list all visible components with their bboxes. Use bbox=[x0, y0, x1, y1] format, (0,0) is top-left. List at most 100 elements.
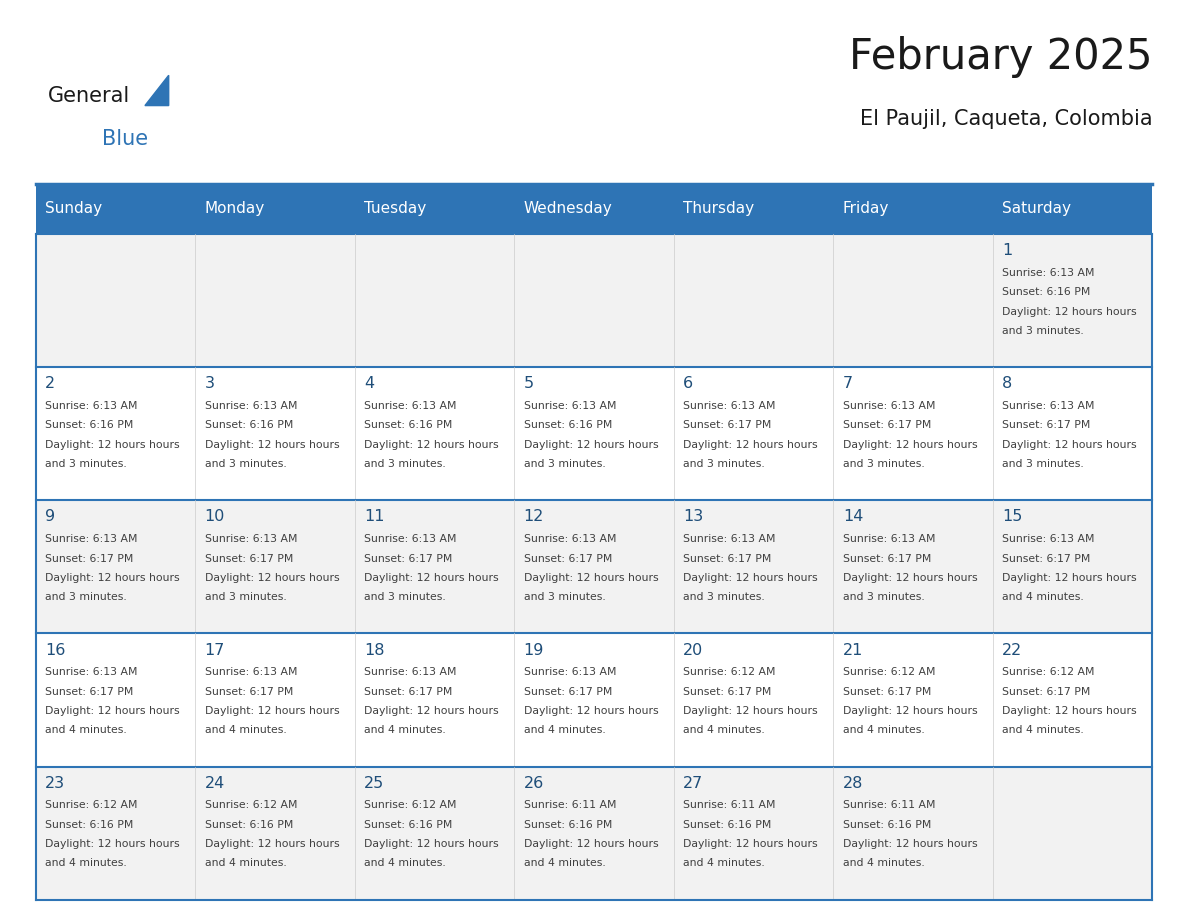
Text: Sunrise: 6:13 AM: Sunrise: 6:13 AM bbox=[365, 401, 456, 411]
Text: 5: 5 bbox=[524, 376, 533, 391]
Text: Sunset: 6:17 PM: Sunset: 6:17 PM bbox=[45, 687, 133, 697]
Text: Sunrise: 6:12 AM: Sunrise: 6:12 AM bbox=[204, 800, 297, 811]
Text: and 3 minutes.: and 3 minutes. bbox=[45, 592, 127, 602]
Text: 26: 26 bbox=[524, 776, 544, 790]
Text: and 3 minutes.: and 3 minutes. bbox=[45, 459, 127, 469]
Text: Daylight: 12 hours hours: Daylight: 12 hours hours bbox=[365, 573, 499, 583]
Text: Sunrise: 6:12 AM: Sunrise: 6:12 AM bbox=[683, 667, 776, 677]
Text: El Paujil, Caqueta, Colombia: El Paujil, Caqueta, Colombia bbox=[860, 108, 1152, 129]
Text: 13: 13 bbox=[683, 509, 703, 524]
Text: Sunset: 6:16 PM: Sunset: 6:16 PM bbox=[524, 820, 612, 830]
Text: 9: 9 bbox=[45, 509, 56, 524]
Text: 15: 15 bbox=[1003, 509, 1023, 524]
Text: Sunset: 6:16 PM: Sunset: 6:16 PM bbox=[683, 820, 772, 830]
Text: 19: 19 bbox=[524, 643, 544, 657]
Text: and 4 minutes.: and 4 minutes. bbox=[365, 725, 446, 735]
Text: 3: 3 bbox=[204, 376, 215, 391]
Text: and 3 minutes.: and 3 minutes. bbox=[204, 592, 286, 602]
Text: 10: 10 bbox=[204, 509, 225, 524]
Text: and 3 minutes.: and 3 minutes. bbox=[204, 459, 286, 469]
Text: Daylight: 12 hours hours: Daylight: 12 hours hours bbox=[842, 706, 978, 716]
Text: Sunrise: 6:13 AM: Sunrise: 6:13 AM bbox=[524, 401, 617, 411]
Text: and 3 minutes.: and 3 minutes. bbox=[683, 592, 765, 602]
Text: 14: 14 bbox=[842, 509, 864, 524]
Text: and 4 minutes.: and 4 minutes. bbox=[842, 858, 924, 868]
Text: Sunrise: 6:13 AM: Sunrise: 6:13 AM bbox=[524, 534, 617, 544]
Text: 28: 28 bbox=[842, 776, 864, 790]
Text: Sunset: 6:17 PM: Sunset: 6:17 PM bbox=[683, 554, 772, 564]
Text: 12: 12 bbox=[524, 509, 544, 524]
Text: Sunset: 6:16 PM: Sunset: 6:16 PM bbox=[1003, 287, 1091, 297]
Text: Daylight: 12 hours hours: Daylight: 12 hours hours bbox=[1003, 307, 1137, 317]
Text: Daylight: 12 hours hours: Daylight: 12 hours hours bbox=[204, 573, 340, 583]
Text: Monday: Monday bbox=[204, 201, 265, 217]
Text: Sunset: 6:16 PM: Sunset: 6:16 PM bbox=[45, 820, 133, 830]
Text: Sunrise: 6:13 AM: Sunrise: 6:13 AM bbox=[204, 401, 297, 411]
Text: Sunset: 6:16 PM: Sunset: 6:16 PM bbox=[365, 820, 453, 830]
Text: Sunset: 6:17 PM: Sunset: 6:17 PM bbox=[1003, 687, 1091, 697]
Text: Sunset: 6:16 PM: Sunset: 6:16 PM bbox=[365, 420, 453, 431]
Text: Sunrise: 6:12 AM: Sunrise: 6:12 AM bbox=[1003, 667, 1095, 677]
Text: Sunset: 6:17 PM: Sunset: 6:17 PM bbox=[1003, 554, 1091, 564]
Text: Daylight: 12 hours hours: Daylight: 12 hours hours bbox=[842, 839, 978, 849]
Text: and 3 minutes.: and 3 minutes. bbox=[683, 459, 765, 469]
Text: Sunset: 6:17 PM: Sunset: 6:17 PM bbox=[45, 554, 133, 564]
Text: Daylight: 12 hours hours: Daylight: 12 hours hours bbox=[842, 440, 978, 450]
Text: Daylight: 12 hours hours: Daylight: 12 hours hours bbox=[45, 839, 179, 849]
Text: 8: 8 bbox=[1003, 376, 1012, 391]
Text: Daylight: 12 hours hours: Daylight: 12 hours hours bbox=[524, 440, 658, 450]
Text: Sunrise: 6:13 AM: Sunrise: 6:13 AM bbox=[1003, 268, 1095, 278]
Text: Daylight: 12 hours hours: Daylight: 12 hours hours bbox=[365, 440, 499, 450]
Text: Sunday: Sunday bbox=[45, 201, 102, 217]
Text: 17: 17 bbox=[204, 643, 225, 657]
Text: Sunset: 6:16 PM: Sunset: 6:16 PM bbox=[204, 820, 293, 830]
Text: Daylight: 12 hours hours: Daylight: 12 hours hours bbox=[204, 706, 340, 716]
Text: General: General bbox=[48, 85, 129, 106]
Text: February 2025: February 2025 bbox=[849, 36, 1152, 78]
Text: and 4 minutes.: and 4 minutes. bbox=[204, 858, 286, 868]
Text: Sunset: 6:17 PM: Sunset: 6:17 PM bbox=[204, 687, 293, 697]
Bar bbox=[36, 767, 1152, 900]
Text: Daylight: 12 hours hours: Daylight: 12 hours hours bbox=[842, 573, 978, 583]
Text: Sunrise: 6:11 AM: Sunrise: 6:11 AM bbox=[524, 800, 617, 811]
Text: Sunrise: 6:13 AM: Sunrise: 6:13 AM bbox=[683, 401, 776, 411]
Text: Sunrise: 6:12 AM: Sunrise: 6:12 AM bbox=[842, 667, 935, 677]
Text: Sunrise: 6:13 AM: Sunrise: 6:13 AM bbox=[524, 667, 617, 677]
Text: Sunset: 6:17 PM: Sunset: 6:17 PM bbox=[842, 554, 931, 564]
Text: Daylight: 12 hours hours: Daylight: 12 hours hours bbox=[204, 839, 340, 849]
Text: and 4 minutes.: and 4 minutes. bbox=[683, 858, 765, 868]
Text: Daylight: 12 hours hours: Daylight: 12 hours hours bbox=[524, 706, 658, 716]
Text: 23: 23 bbox=[45, 776, 65, 790]
Text: Daylight: 12 hours hours: Daylight: 12 hours hours bbox=[45, 706, 179, 716]
Text: Sunrise: 6:13 AM: Sunrise: 6:13 AM bbox=[842, 534, 935, 544]
Text: Sunrise: 6:13 AM: Sunrise: 6:13 AM bbox=[204, 667, 297, 677]
Text: Daylight: 12 hours hours: Daylight: 12 hours hours bbox=[204, 440, 340, 450]
Text: Daylight: 12 hours hours: Daylight: 12 hours hours bbox=[683, 839, 817, 849]
Text: Sunset: 6:16 PM: Sunset: 6:16 PM bbox=[524, 420, 612, 431]
Text: 18: 18 bbox=[365, 643, 385, 657]
Text: Sunset: 6:17 PM: Sunset: 6:17 PM bbox=[842, 687, 931, 697]
Text: Sunrise: 6:13 AM: Sunrise: 6:13 AM bbox=[45, 534, 138, 544]
Text: and 4 minutes.: and 4 minutes. bbox=[1003, 592, 1085, 602]
Polygon shape bbox=[145, 75, 169, 106]
Text: Blue: Blue bbox=[102, 129, 148, 149]
Text: Sunrise: 6:11 AM: Sunrise: 6:11 AM bbox=[842, 800, 935, 811]
Text: and 4 minutes.: and 4 minutes. bbox=[1003, 725, 1085, 735]
Bar bbox=[36, 367, 1152, 500]
Text: Daylight: 12 hours hours: Daylight: 12 hours hours bbox=[45, 440, 179, 450]
Text: Sunrise: 6:13 AM: Sunrise: 6:13 AM bbox=[1003, 534, 1095, 544]
Text: Sunrise: 6:13 AM: Sunrise: 6:13 AM bbox=[45, 401, 138, 411]
Text: Sunrise: 6:13 AM: Sunrise: 6:13 AM bbox=[842, 401, 935, 411]
Text: and 3 minutes.: and 3 minutes. bbox=[1003, 459, 1085, 469]
Text: Sunset: 6:17 PM: Sunset: 6:17 PM bbox=[683, 420, 772, 431]
Text: Sunrise: 6:12 AM: Sunrise: 6:12 AM bbox=[45, 800, 138, 811]
Text: Daylight: 12 hours hours: Daylight: 12 hours hours bbox=[1003, 573, 1137, 583]
Text: and 4 minutes.: and 4 minutes. bbox=[45, 725, 127, 735]
Text: Sunrise: 6:13 AM: Sunrise: 6:13 AM bbox=[1003, 401, 1095, 411]
Text: Saturday: Saturday bbox=[1003, 201, 1072, 217]
Text: Sunrise: 6:13 AM: Sunrise: 6:13 AM bbox=[683, 534, 776, 544]
Bar bbox=[36, 234, 1152, 367]
Text: 25: 25 bbox=[365, 776, 385, 790]
Text: Sunrise: 6:13 AM: Sunrise: 6:13 AM bbox=[45, 667, 138, 677]
Text: Daylight: 12 hours hours: Daylight: 12 hours hours bbox=[683, 440, 817, 450]
